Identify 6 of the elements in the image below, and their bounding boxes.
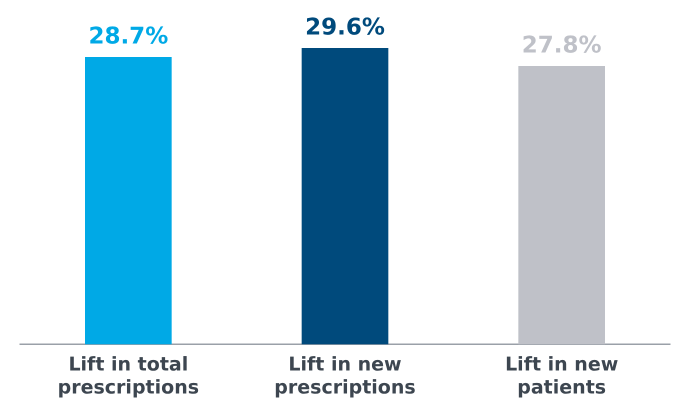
x-tick-label: Lift in new prescriptions (274, 354, 416, 399)
x-tick-label: Lift in total prescriptions (58, 354, 200, 399)
data-label: 29.6% (305, 14, 385, 40)
data-label: 28.7% (88, 23, 168, 50)
data-label: 27.8% (522, 32, 602, 58)
x-tick-label: Lift in new patients (505, 354, 618, 399)
